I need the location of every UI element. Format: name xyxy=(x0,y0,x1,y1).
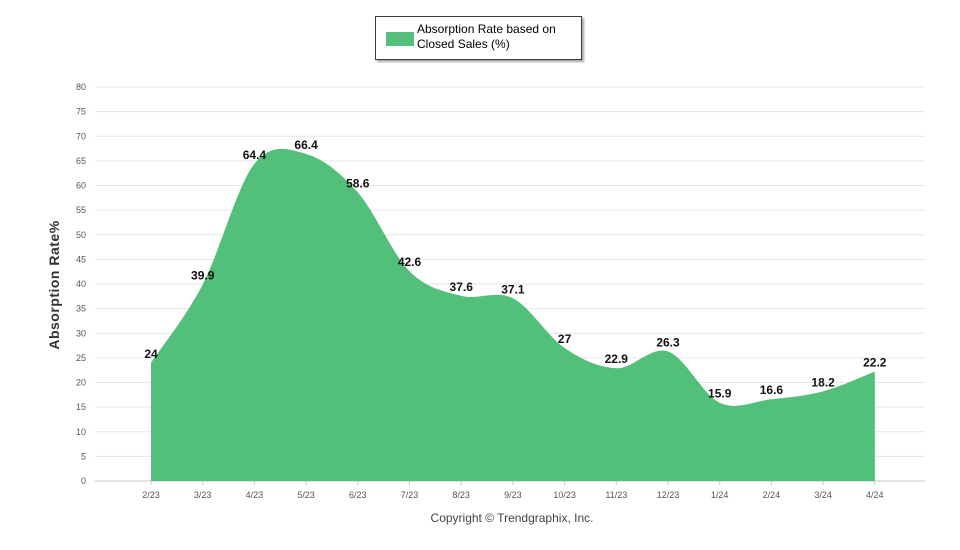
y-tick-label: 70 xyxy=(76,131,86,141)
copyright-footer: Copyright © Trendgraphix, Inc. xyxy=(430,511,594,525)
x-tick-label: 2/23 xyxy=(142,490,160,500)
x-tick-label: 3/24 xyxy=(814,490,832,500)
x-tick-label: 4/23 xyxy=(246,490,264,500)
y-axis-label: Absorption Rate% xyxy=(46,220,62,350)
legend: Absorption Rate based on Closed Sales (%… xyxy=(375,16,582,60)
data-label: 16.6 xyxy=(760,383,784,397)
legend-label: Absorption Rate based on Closed Sales (%… xyxy=(417,22,556,51)
y-tick-label: 10 xyxy=(76,427,86,437)
data-label: 27 xyxy=(558,332,572,346)
data-labels: 24 39.9 64.4 66.4 58.6 42.6 37.6 37.1 27 22.9 26.3… xyxy=(144,138,886,401)
x-tick-label: 5/23 xyxy=(297,490,315,500)
data-label: 66.4 xyxy=(294,138,318,152)
data-label: 24 xyxy=(144,347,158,361)
x-tick-label: 10/23 xyxy=(553,490,576,500)
y-tick-label: 45 xyxy=(76,254,86,264)
y-axis-ticks: 0 5 10 15 20 25 30 35 40 45 50 55 60 65 70 75 80 xyxy=(76,82,86,486)
data-label: 22.9 xyxy=(605,352,629,366)
y-tick-label: 0 xyxy=(81,476,86,486)
data-label: 18.2 xyxy=(811,375,835,389)
data-label: 37.6 xyxy=(450,280,474,294)
x-tick-label: 3/23 xyxy=(194,490,212,500)
data-label: 15.9 xyxy=(708,387,732,401)
series-area xyxy=(151,148,875,481)
y-tick-label: 20 xyxy=(76,378,86,388)
x-axis-ticks: 2/23 3/23 4/23 5/23 6/23 7/23 8/23 9/23 10/23 11/… xyxy=(142,481,884,500)
x-tick-label: 6/23 xyxy=(349,490,367,500)
y-tick-label: 60 xyxy=(76,181,86,191)
y-tick-label: 40 xyxy=(76,279,86,289)
data-label: 37.1 xyxy=(501,282,525,296)
y-tick-label: 35 xyxy=(76,304,86,314)
data-label: 39.9 xyxy=(191,268,215,282)
data-label: 42.6 xyxy=(398,255,422,269)
y-tick-label: 75 xyxy=(76,107,86,117)
data-label: 58.6 xyxy=(346,176,370,190)
data-label: 26.3 xyxy=(656,335,680,349)
x-tick-label: 2/24 xyxy=(763,490,781,500)
y-tick-label: 50 xyxy=(76,230,86,240)
data-label: 22.2 xyxy=(863,356,887,370)
x-tick-label: 4/24 xyxy=(866,490,884,500)
y-tick-label: 80 xyxy=(76,82,86,92)
y-tick-label: 65 xyxy=(76,156,86,166)
y-tick-label: 55 xyxy=(76,205,86,215)
x-tick-label: 1/24 xyxy=(711,490,729,500)
y-tick-label: 25 xyxy=(76,353,86,363)
legend-swatch xyxy=(386,32,414,46)
x-tick-label: 8/23 xyxy=(452,490,470,500)
x-tick-label: 7/23 xyxy=(401,490,419,500)
y-tick-label: 5 xyxy=(81,451,86,461)
x-tick-label: 12/23 xyxy=(657,490,680,500)
y-tick-label: 30 xyxy=(76,328,86,338)
x-tick-label: 11/23 xyxy=(605,490,627,500)
x-tick-label: 9/23 xyxy=(504,490,522,500)
data-label: 64.4 xyxy=(243,148,267,162)
y-tick-label: 15 xyxy=(76,402,86,412)
